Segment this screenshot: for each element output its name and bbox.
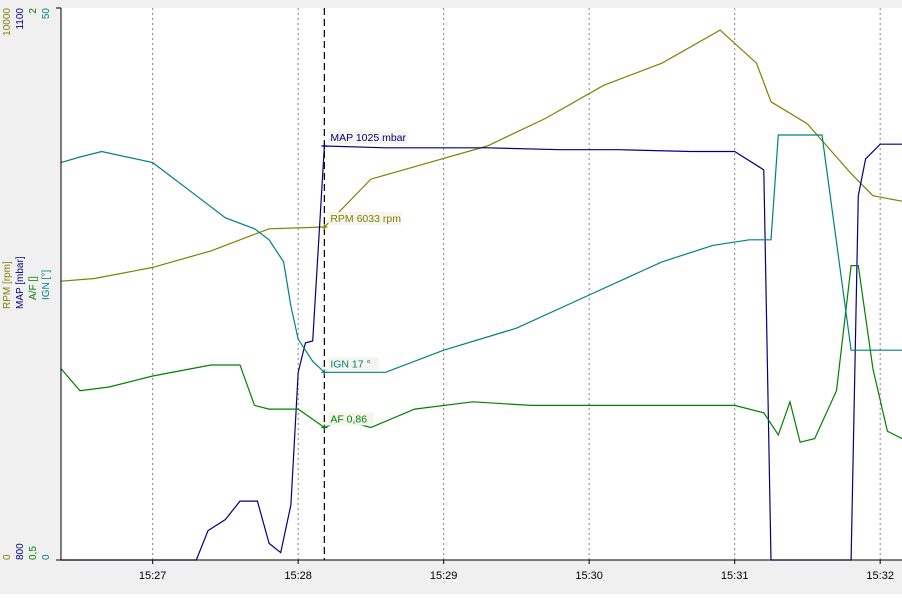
cursor-marker-ign xyxy=(321,369,328,376)
series-line-rpm xyxy=(60,29,902,282)
series-line-af xyxy=(60,265,902,443)
axis-max-label-ign: 50 xyxy=(41,8,52,20)
axis-min-label-map: 800 xyxy=(15,543,26,560)
axis-min-label-af: 0,5 xyxy=(28,546,39,560)
annotation-bg-map xyxy=(328,131,408,144)
annotation-label-map: MAP 1025 mbar xyxy=(330,132,406,144)
axis-max-label-af: 2 xyxy=(28,8,39,14)
x-tick-label: 15:30 xyxy=(575,570,603,582)
axis-min-label-ign: 0 xyxy=(41,554,52,560)
cursor-marker-map xyxy=(321,143,328,149)
axis-title-ign: IGN [°] xyxy=(41,270,52,300)
annotation-bg-ign xyxy=(328,357,380,371)
axis-max-label-rpm: 10000 xyxy=(2,8,13,36)
annotation-bg-rpm xyxy=(328,211,402,225)
axis-max-label-map: 1100 xyxy=(15,8,26,30)
annotation-label-rpm: RPM 6033 rpm xyxy=(330,213,401,225)
series-line-ign xyxy=(60,134,902,373)
plot-area xyxy=(61,8,902,560)
cursor-marker-af xyxy=(321,424,328,431)
grid-layer xyxy=(152,8,881,560)
axis-title-map: MAP [mbar] xyxy=(15,256,26,309)
x-tick-label: 15:29 xyxy=(430,570,458,582)
x-tick-label: 15:28 xyxy=(284,570,312,582)
axis-title-rpm: RPM [rpm] xyxy=(2,261,13,309)
axis-min-label-rpm: 0 xyxy=(2,554,13,560)
axis-title-af: A/F [] xyxy=(28,276,39,300)
axis-layer: 15:27 15:28 15:29 15:30 15:31 15:32 10000 0 1100… xyxy=(2,7,902,582)
annotation-label-ign: IGN 17 ° xyxy=(330,358,370,370)
x-tick-label: 15:31 xyxy=(721,570,749,582)
annotation-label-af: AF 0,86 xyxy=(330,414,367,426)
x-tick-label: 15:27 xyxy=(139,570,167,582)
annotation-layer: MAP 1025 mbar RPM 6033 rpm IGN 17 ° AF 0,86 xyxy=(321,131,408,431)
cursor-marker-rpm xyxy=(321,223,328,230)
annotation-bg-af xyxy=(328,412,374,426)
x-tick-label: 15:32 xyxy=(866,570,894,582)
